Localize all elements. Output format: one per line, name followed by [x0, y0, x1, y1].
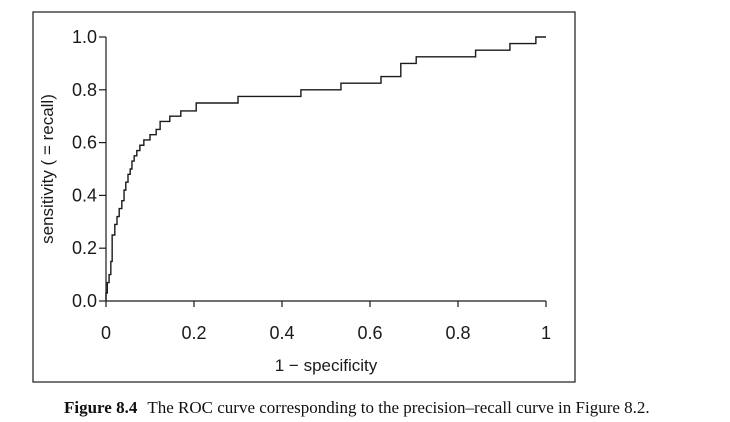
plot-frame — [32, 11, 576, 383]
y-tick-label: 0.0 — [72, 291, 97, 311]
y-tick-label: 0.8 — [72, 80, 97, 100]
y-tick-label: 0.4 — [72, 185, 97, 205]
x-axis-title: 1 − specificity — [275, 356, 378, 375]
caption-text: The ROC curve corresponding to the preci… — [147, 398, 650, 417]
x-tick-label: 0.8 — [445, 323, 470, 343]
y-tick-label: 0.6 — [72, 133, 97, 153]
y-axis: 0.0 0.2 0.4 0.6 0.8 1.0 — [72, 27, 107, 311]
caption-label: Figure 8.4 — [64, 398, 138, 417]
y-tick-label: 0.2 — [72, 238, 97, 258]
x-tick-label: 0.6 — [357, 323, 382, 343]
x-tick-label: 1 — [541, 323, 551, 343]
x-axis: 0 0.2 0.4 0.6 0.8 1 — [101, 300, 551, 343]
roc-series-line — [105, 36, 546, 301]
y-tick-label: 1.0 — [72, 27, 97, 47]
figure-caption: Figure 8.4 The ROC curve corresponding to… — [64, 398, 724, 418]
y-axis-title: sensitivity ( = recall) — [38, 94, 57, 244]
x-tick-label: 0.2 — [181, 323, 206, 343]
x-tick-label: 0.4 — [269, 323, 294, 343]
roc-chart: 0.0 0.2 0.4 0.6 0.8 1.0 0 0.2 0.4 0.6 0.8 1 1 − sp… — [32, 11, 576, 383]
x-tick-label: 0 — [101, 323, 111, 343]
